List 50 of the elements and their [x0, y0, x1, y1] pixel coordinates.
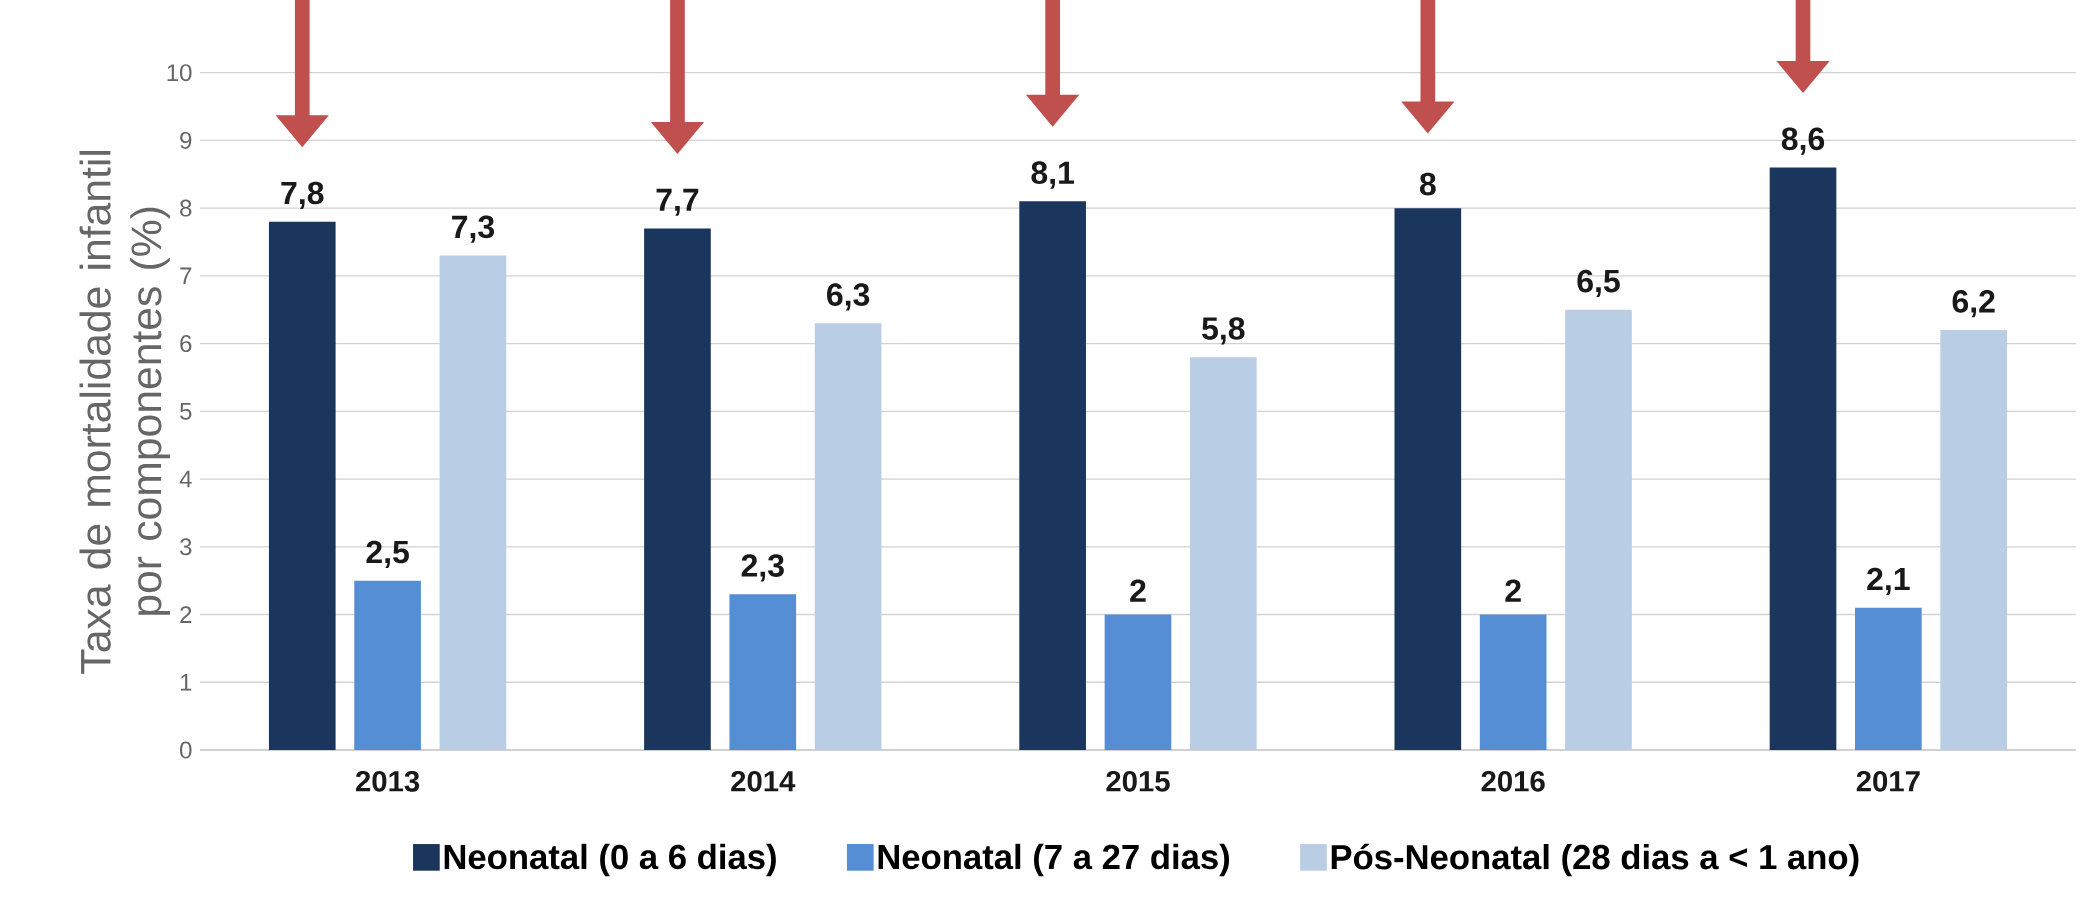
x-tick-label: 2016 — [1481, 770, 1545, 792]
text: 8,1 — [1031, 161, 1074, 189]
bar — [1019, 201, 1086, 750]
x-tick-label: 2014 — [731, 770, 796, 792]
text: 2,5 — [366, 540, 409, 568]
bar — [729, 594, 797, 750]
y-tick-label: 10 — [167, 64, 192, 82]
bar — [268, 221, 336, 750]
legend-label: Neonatal (0 a 6 dias) — [444, 843, 776, 877]
y-tick-label: 7 — [180, 267, 192, 285]
y-tick-label: 2 — [180, 606, 192, 623]
text: 6,5 — [1577, 269, 1620, 298]
text: 8 — [1419, 172, 1436, 196]
bar — [1769, 167, 1837, 750]
y-tick-label: 1 — [180, 674, 192, 691]
y-tick-label: 9 — [180, 131, 192, 149]
text: 8,6 — [1781, 127, 1825, 155]
legend-label: Pós-Neonatal (28 dias a < 1 ano) — [1331, 843, 1859, 877]
x-tick-label: 2013 — [355, 770, 420, 792]
text: 6,3 — [827, 283, 870, 311]
y-tick-label: 3 — [180, 538, 192, 556]
x-tick-label: 2015 — [1106, 770, 1170, 792]
bar — [1189, 357, 1257, 750]
legend-label: Neonatal (7 a 27 dias) — [878, 843, 1230, 877]
text: 2,1 — [1867, 567, 1910, 596]
bar — [1394, 208, 1462, 750]
bar — [1479, 614, 1547, 750]
y-axis-title: Taxa de mortalidade infantil por componentes (%) — [79, 151, 170, 674]
bar — [1940, 330, 2008, 750]
text: 6,2 — [1952, 290, 1995, 318]
bar — [644, 228, 711, 750]
text: 7,3 — [452, 215, 495, 243]
x-tick-label: 2017 — [1856, 770, 1920, 792]
bar — [1855, 607, 1922, 750]
bar — [1565, 309, 1632, 750]
text: 7,7 — [656, 188, 699, 216]
text: 2 — [1130, 579, 1146, 602]
y-tick-label: 5 — [180, 402, 192, 420]
text: 2 — [1505, 579, 1521, 602]
bar — [354, 580, 421, 750]
text: 7,8 — [281, 181, 324, 209]
bar — [439, 255, 507, 750]
y-tick-label: 4 — [179, 470, 192, 488]
bar — [1104, 614, 1172, 750]
text: 2,3 — [741, 554, 784, 582]
y-tick-label: 8 — [180, 199, 192, 217]
y-tick-label: 6 — [180, 335, 192, 353]
y-tick-label: 0 — [180, 741, 192, 759]
text: 5,8 — [1202, 317, 1245, 345]
bar — [814, 323, 882, 750]
